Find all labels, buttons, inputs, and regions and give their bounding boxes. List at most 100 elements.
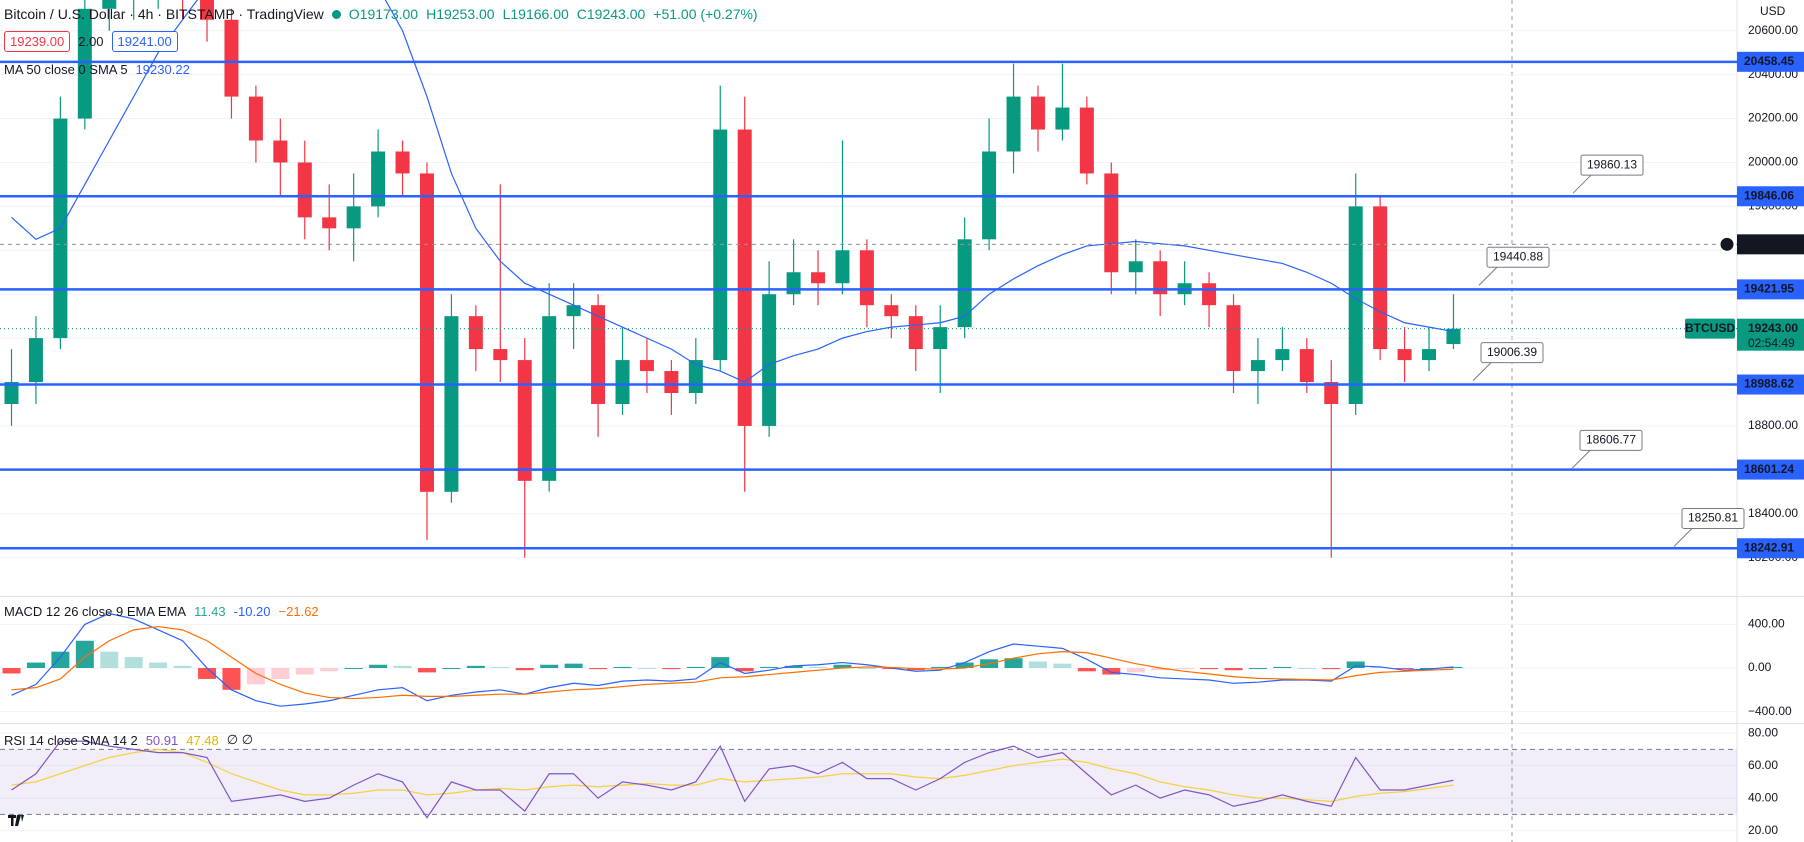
callout-box [1579, 429, 1643, 451]
crosshair-label: 19627.16 [1748, 237, 1798, 251]
candle-body [1422, 349, 1437, 361]
histogram-bar [320, 668, 339, 672]
candle-body [639, 360, 654, 372]
histogram-bar [466, 665, 485, 669]
candle-body [957, 239, 972, 328]
macd-value: 11.43 [194, 604, 226, 619]
histogram-bar [1077, 668, 1096, 672]
candle-body [1446, 328, 1461, 345]
currency: USD [1760, 4, 1786, 18]
spread: 2.00 [78, 34, 104, 49]
histogram-bar [344, 668, 363, 670]
y-tick-label: −400.00 [1748, 704, 1792, 718]
histogram-bar [1322, 668, 1341, 670]
buy-button[interactable]: 19241.00 [111, 31, 178, 52]
histogram-bar [26, 662, 45, 669]
y-tick-label: 20.00 [1748, 823, 1778, 837]
histogram-bar [1151, 668, 1170, 671]
histogram-bar [613, 666, 632, 669]
candle-body [346, 206, 361, 229]
candle-body [1373, 206, 1388, 350]
last-price-label: 19243.00 [1748, 321, 1798, 335]
y-tick-label: 0.00 [1748, 660, 1772, 674]
histogram-bar [809, 666, 828, 669]
candle-body [615, 360, 630, 404]
candle-body [200, 0, 215, 20]
candle-body [28, 338, 43, 383]
histogram-bar [100, 651, 119, 669]
histogram-bar [124, 657, 143, 669]
histogram-bar [1126, 668, 1145, 673]
level-label-bg [1737, 374, 1804, 395]
histogram-bar [2, 668, 21, 674]
candle-body [1397, 349, 1412, 361]
histogram-bar [735, 668, 754, 672]
level-label: 18988.62 [1744, 377, 1794, 391]
candle-body [835, 250, 850, 284]
candle-body [444, 316, 459, 492]
logo [8, 815, 24, 826]
macd-label: MACD 12 26 close 9 EMA EMA [4, 604, 187, 619]
callout-box [1480, 342, 1544, 364]
candle-body [566, 305, 581, 317]
histogram-bar [51, 651, 70, 669]
level-label: 19421.95 [1744, 282, 1794, 296]
macd-pane [0, 612, 1737, 713]
candle-body [1299, 349, 1314, 383]
histogram-bar [1175, 668, 1194, 670]
candle-body [4, 382, 19, 404]
candle-body [786, 272, 801, 295]
histogram-bar [931, 666, 950, 669]
histogram-bar [589, 668, 608, 670]
histogram-bar [1053, 663, 1072, 669]
level-label: 18242.91 [1744, 540, 1794, 554]
candle-body [1055, 107, 1070, 130]
histogram-bar [857, 668, 876, 670]
countdown: 02:54:49 [1748, 336, 1795, 350]
candle-body [664, 371, 679, 394]
sell-button[interactable]: 19239.00 [4, 31, 71, 52]
histogram-bar [1004, 658, 1023, 669]
callout-label: 18250.81 [1688, 511, 1738, 525]
sma-line [11, 748, 1454, 802]
y-tick-label: 18400.00 [1748, 506, 1798, 520]
y-tick-label: 60.00 [1748, 758, 1778, 772]
ohlc: L19166.00 [502, 6, 569, 22]
macd-value: -10.20 [233, 604, 271, 619]
histogram-bar [1395, 668, 1414, 670]
symbol-tag-bg [1685, 318, 1735, 339]
histogram-bar [222, 668, 241, 690]
histogram-bar [246, 668, 265, 685]
candle-body [224, 19, 239, 97]
callout-box [1486, 246, 1550, 268]
ma-value: 19230.22 [135, 62, 190, 77]
candle-body [933, 327, 948, 350]
header-row: Bitcoin / U.S. Dollar · 4h · BITSTAMP · … [4, 6, 758, 22]
candle-body [77, 8, 92, 119]
candle-body [1275, 349, 1290, 361]
histogram-bar [1200, 668, 1219, 670]
histogram-bar [1297, 668, 1316, 670]
candle-body [322, 217, 337, 229]
histogram-bar [1102, 668, 1121, 675]
level-label-bg [1737, 538, 1804, 559]
macd-value: −21.62 [278, 604, 319, 619]
histogram-bar [955, 662, 974, 669]
histogram-bar [75, 640, 94, 669]
candle-body [859, 250, 874, 306]
histogram-bar [393, 665, 412, 669]
rsi-value: 50.91 [145, 732, 179, 748]
change: +51.00 (+0.27%) [653, 6, 758, 22]
histogram-bar [271, 668, 290, 679]
candle-body [1202, 283, 1217, 306]
histogram-bar [760, 666, 779, 669]
histogram-bar [491, 666, 510, 669]
level-label: 19846.06 [1744, 188, 1794, 202]
candle-body [1006, 96, 1021, 152]
histogram-bar [149, 662, 168, 669]
rsi-value: ∅ ∅ [226, 732, 254, 747]
y-tick-label: 18800.00 [1748, 418, 1798, 432]
candle-body [542, 316, 557, 481]
candle-body [591, 305, 606, 404]
candle-body [1030, 96, 1045, 130]
